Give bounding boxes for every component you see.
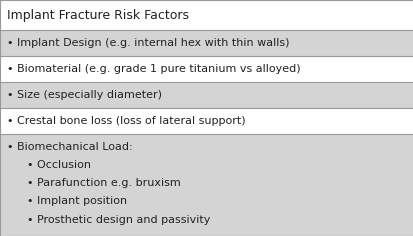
Text: • Biomechanical Load:: • Biomechanical Load: bbox=[7, 142, 133, 152]
Bar bbox=[0, 30, 413, 56]
Text: • Crestal bone loss (loss of lateral support): • Crestal bone loss (loss of lateral sup… bbox=[7, 116, 245, 126]
Text: • Implant position: • Implant position bbox=[27, 196, 127, 206]
Text: • Occlusion: • Occlusion bbox=[27, 160, 91, 170]
Bar bbox=[0, 134, 413, 236]
Bar bbox=[0, 0, 413, 30]
Text: • Prosthetic design and passivity: • Prosthetic design and passivity bbox=[27, 215, 210, 225]
Text: Implant Fracture Risk Factors: Implant Fracture Risk Factors bbox=[7, 8, 189, 21]
Text: • Implant Design (e.g. internal hex with thin walls): • Implant Design (e.g. internal hex with… bbox=[7, 38, 289, 48]
Bar bbox=[0, 108, 413, 134]
Text: • Size (especially diameter): • Size (especially diameter) bbox=[7, 90, 162, 100]
Bar bbox=[0, 82, 413, 108]
Bar bbox=[0, 56, 413, 82]
Text: • Parafunction e.g. bruxism: • Parafunction e.g. bruxism bbox=[27, 178, 180, 188]
Text: • Biomaterial (e.g. grade 1 pure titanium vs alloyed): • Biomaterial (e.g. grade 1 pure titaniu… bbox=[7, 64, 300, 74]
